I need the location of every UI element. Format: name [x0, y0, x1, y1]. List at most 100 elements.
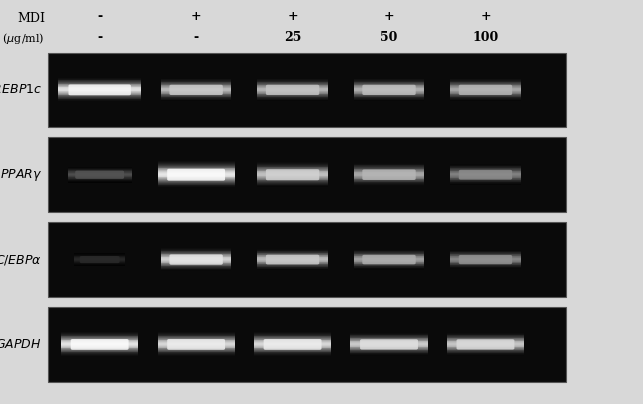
Text: -: -	[97, 11, 102, 23]
FancyBboxPatch shape	[459, 255, 512, 264]
Bar	[354, 184, 424, 185]
Bar	[354, 172, 424, 173]
Bar	[350, 338, 428, 339]
Bar	[161, 256, 231, 257]
Bar	[257, 95, 328, 96]
Bar	[354, 183, 424, 184]
Bar	[161, 253, 231, 254]
Bar	[450, 265, 521, 266]
Bar	[354, 171, 424, 172]
Bar	[58, 92, 141, 93]
Bar	[257, 166, 328, 167]
Bar	[254, 341, 331, 342]
Bar	[350, 348, 428, 349]
Bar	[354, 100, 424, 101]
Bar	[158, 168, 235, 169]
Text: +: +	[480, 11, 491, 23]
Bar	[350, 345, 428, 346]
Bar	[447, 346, 524, 347]
Bar	[58, 85, 141, 86]
Bar	[58, 81, 141, 82]
Bar	[158, 178, 235, 179]
Bar	[158, 355, 235, 356]
Bar	[447, 343, 524, 344]
Bar	[450, 92, 521, 93]
Bar	[158, 172, 235, 173]
Bar	[161, 99, 231, 100]
Bar	[257, 182, 328, 183]
Bar	[68, 174, 132, 175]
Bar	[158, 186, 235, 187]
Bar	[447, 348, 524, 349]
Bar	[254, 350, 331, 351]
Bar	[354, 173, 424, 174]
Bar	[58, 98, 141, 99]
Bar	[161, 249, 231, 250]
Bar	[158, 176, 235, 177]
Bar	[61, 342, 138, 343]
Bar	[158, 341, 235, 342]
Bar	[257, 83, 328, 84]
Bar	[257, 176, 328, 177]
Bar	[354, 255, 424, 256]
Bar	[257, 164, 328, 165]
Bar	[450, 261, 521, 262]
Bar	[68, 170, 132, 171]
Bar	[58, 91, 141, 92]
Bar	[158, 166, 235, 167]
Bar	[254, 355, 331, 356]
Bar	[161, 80, 231, 81]
Text: 100: 100	[473, 31, 498, 44]
Bar	[257, 269, 328, 270]
Bar	[158, 173, 235, 174]
Bar	[354, 169, 424, 170]
Bar	[257, 167, 328, 168]
Bar	[254, 351, 331, 352]
Bar	[354, 86, 424, 87]
Bar	[254, 352, 331, 353]
FancyBboxPatch shape	[266, 255, 319, 265]
Bar	[58, 82, 141, 83]
Bar	[158, 338, 235, 339]
FancyBboxPatch shape	[48, 307, 566, 382]
Bar	[354, 268, 424, 269]
Bar	[257, 181, 328, 182]
Bar	[158, 177, 235, 178]
Bar	[158, 332, 235, 333]
Bar	[254, 342, 331, 343]
Bar	[450, 253, 521, 254]
Bar	[161, 264, 231, 265]
Bar	[450, 100, 521, 101]
Bar	[254, 334, 331, 335]
Bar	[450, 251, 521, 252]
Bar	[354, 88, 424, 89]
Bar	[447, 345, 524, 346]
Bar	[257, 93, 328, 94]
Bar	[257, 170, 328, 171]
Bar	[350, 340, 428, 341]
Bar	[158, 182, 235, 183]
Bar	[158, 179, 235, 180]
Bar	[447, 352, 524, 353]
Text: $\it{GAPDH}$: $\it{GAPDH}$	[0, 338, 42, 351]
Bar	[354, 174, 424, 175]
Bar	[158, 346, 235, 347]
Bar	[447, 355, 524, 356]
Bar	[354, 165, 424, 166]
Bar	[257, 252, 328, 253]
Bar	[354, 84, 424, 85]
Bar	[58, 83, 141, 84]
Bar	[257, 268, 328, 269]
Bar	[354, 254, 424, 255]
Bar	[450, 99, 521, 100]
Bar	[61, 351, 138, 352]
Bar	[161, 252, 231, 253]
Bar	[61, 353, 138, 354]
Bar	[61, 347, 138, 348]
Bar	[450, 164, 521, 165]
Bar	[354, 167, 424, 168]
Bar	[158, 336, 235, 337]
Bar	[161, 82, 231, 83]
Bar	[350, 350, 428, 351]
Bar	[58, 87, 141, 88]
